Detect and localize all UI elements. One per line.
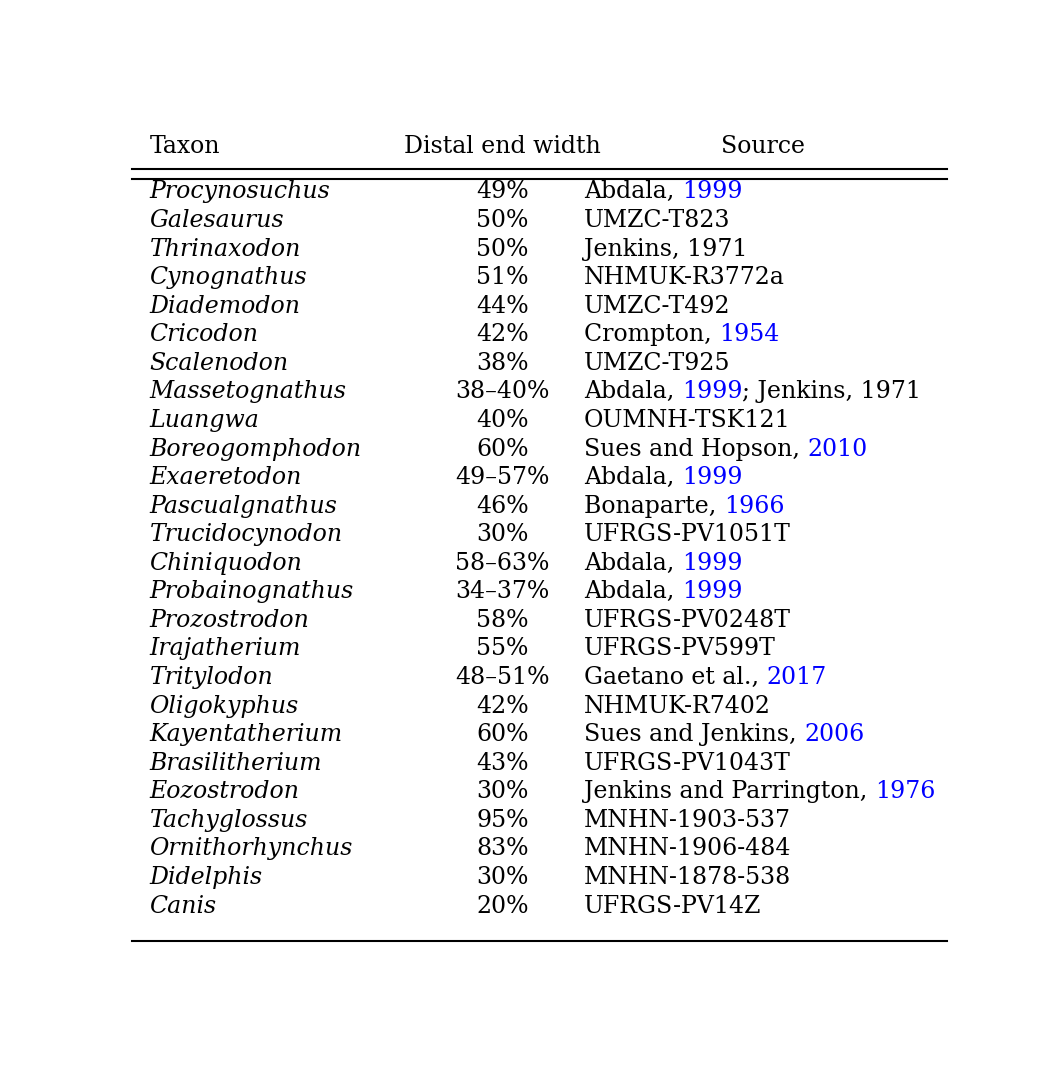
Text: Didelphis: Didelphis bbox=[149, 866, 263, 889]
Text: 1976: 1976 bbox=[875, 780, 935, 804]
Text: 20%: 20% bbox=[477, 894, 529, 918]
Text: Prozostrodon: Prozostrodon bbox=[149, 609, 309, 632]
Text: 30%: 30% bbox=[477, 866, 529, 889]
Text: Brasilitherium: Brasilitherium bbox=[149, 752, 322, 775]
Text: Gaetano et al.,: Gaetano et al., bbox=[584, 666, 767, 689]
Text: MNHN-1878-538: MNHN-1878-538 bbox=[584, 866, 791, 889]
Text: Exaeretodon: Exaeretodon bbox=[149, 466, 302, 489]
Text: Distal end width: Distal end width bbox=[404, 135, 601, 158]
Text: UFRGS-PV1051T: UFRGS-PV1051T bbox=[584, 523, 791, 546]
Text: Canis: Canis bbox=[149, 894, 217, 918]
Text: Bonaparte,: Bonaparte, bbox=[584, 495, 724, 518]
Text: 48–51%: 48–51% bbox=[456, 666, 550, 689]
Text: 30%: 30% bbox=[477, 523, 529, 546]
Text: 38–40%: 38–40% bbox=[456, 381, 549, 403]
Text: 46%: 46% bbox=[477, 495, 529, 518]
Text: UFRGS-PV14Z: UFRGS-PV14Z bbox=[584, 894, 762, 918]
Text: Oligokyphus: Oligokyphus bbox=[149, 695, 299, 717]
Text: 1999: 1999 bbox=[682, 180, 743, 204]
Text: 2017: 2017 bbox=[767, 666, 827, 689]
Text: Scalenodon: Scalenodon bbox=[149, 352, 288, 375]
Text: Pascualgnathus: Pascualgnathus bbox=[149, 495, 338, 518]
Text: UFRGS-PV1043T: UFRGS-PV1043T bbox=[584, 752, 791, 775]
Text: 95%: 95% bbox=[477, 809, 529, 831]
Text: Diademodon: Diademodon bbox=[149, 294, 301, 318]
Text: 58%: 58% bbox=[477, 609, 529, 632]
Text: Galesaurus: Galesaurus bbox=[149, 209, 284, 232]
Text: 1999: 1999 bbox=[682, 466, 743, 489]
Text: 1999: 1999 bbox=[682, 381, 743, 403]
Text: Abdala,: Abdala, bbox=[584, 580, 682, 603]
Text: NHMUK-R3772a: NHMUK-R3772a bbox=[584, 266, 785, 289]
Text: 1999: 1999 bbox=[682, 552, 743, 575]
Text: Kayentatherium: Kayentatherium bbox=[149, 723, 343, 746]
Text: 60%: 60% bbox=[477, 437, 529, 461]
Text: Tachyglossus: Tachyglossus bbox=[149, 809, 308, 831]
Text: MNHN-1903-537: MNHN-1903-537 bbox=[584, 809, 791, 831]
Text: Luangwa: Luangwa bbox=[149, 409, 259, 432]
Text: 43%: 43% bbox=[477, 752, 529, 775]
Text: 44%: 44% bbox=[477, 294, 529, 318]
Text: Tritylodon: Tritylodon bbox=[149, 666, 274, 689]
Text: Probainognathus: Probainognathus bbox=[149, 580, 353, 603]
Text: 2010: 2010 bbox=[808, 437, 868, 461]
Text: Sues and Hopson,: Sues and Hopson, bbox=[584, 437, 808, 461]
Text: Sues and Jenkins,: Sues and Jenkins, bbox=[584, 723, 804, 746]
Text: 50%: 50% bbox=[477, 209, 529, 232]
Text: Thrinaxodon: Thrinaxodon bbox=[149, 238, 301, 260]
Text: UMZC-T492: UMZC-T492 bbox=[584, 294, 731, 318]
Text: UMZC-T925: UMZC-T925 bbox=[584, 352, 730, 375]
Text: Abdala,: Abdala, bbox=[584, 552, 682, 575]
Text: Ornithorhynchus: Ornithorhynchus bbox=[149, 838, 352, 860]
Text: 1954: 1954 bbox=[720, 323, 780, 346]
Text: UFRGS-PV0248T: UFRGS-PV0248T bbox=[584, 609, 791, 632]
Text: 38%: 38% bbox=[477, 352, 529, 375]
Text: Taxon: Taxon bbox=[149, 135, 220, 158]
Text: 1999: 1999 bbox=[682, 580, 743, 603]
Text: Eozostrodon: Eozostrodon bbox=[149, 780, 300, 804]
Text: 58–63%: 58–63% bbox=[456, 552, 549, 575]
Text: ; Jenkins, 1971: ; Jenkins, 1971 bbox=[743, 381, 922, 403]
Text: Massetognathus: Massetognathus bbox=[149, 381, 346, 403]
Text: UFRGS-PV599T: UFRGS-PV599T bbox=[584, 637, 776, 661]
Text: 42%: 42% bbox=[477, 323, 529, 346]
Text: 49%: 49% bbox=[477, 180, 529, 204]
Text: 50%: 50% bbox=[477, 238, 529, 260]
Text: 55%: 55% bbox=[477, 637, 529, 661]
Text: 83%: 83% bbox=[477, 838, 529, 860]
Text: NHMUK-R7402: NHMUK-R7402 bbox=[584, 695, 771, 717]
Text: Abdala,: Abdala, bbox=[584, 180, 682, 204]
Text: Abdala,: Abdala, bbox=[584, 466, 682, 489]
Text: Crompton,: Crompton, bbox=[584, 323, 720, 346]
Text: 49–57%: 49–57% bbox=[456, 466, 549, 489]
Text: Irajatherium: Irajatherium bbox=[149, 637, 301, 661]
Text: 51%: 51% bbox=[477, 266, 529, 289]
Text: Jenkins, 1971: Jenkins, 1971 bbox=[584, 238, 748, 260]
Text: Abdala,: Abdala, bbox=[584, 381, 682, 403]
Text: Boreogomphodon: Boreogomphodon bbox=[149, 437, 362, 461]
Text: 30%: 30% bbox=[477, 780, 529, 804]
Text: 34–37%: 34–37% bbox=[456, 580, 549, 603]
Text: Cricodon: Cricodon bbox=[149, 323, 259, 346]
Text: Source: Source bbox=[722, 135, 806, 158]
Text: Cynognathus: Cynognathus bbox=[149, 266, 307, 289]
Text: 60%: 60% bbox=[477, 723, 529, 746]
Text: Chiniquodon: Chiniquodon bbox=[149, 552, 302, 575]
Text: UMZC-T823: UMZC-T823 bbox=[584, 209, 730, 232]
Text: MNHN-1906-484: MNHN-1906-484 bbox=[584, 838, 791, 860]
Text: 40%: 40% bbox=[477, 409, 529, 432]
Text: 1966: 1966 bbox=[724, 495, 785, 518]
Text: 2006: 2006 bbox=[804, 723, 865, 746]
Text: Procynosuchus: Procynosuchus bbox=[149, 180, 330, 204]
Text: OUMNH-TSK121: OUMNH-TSK121 bbox=[584, 409, 791, 432]
Text: 42%: 42% bbox=[477, 695, 529, 717]
Text: Trucidocynodon: Trucidocynodon bbox=[149, 523, 343, 546]
Text: Jenkins and Parrington,: Jenkins and Parrington, bbox=[584, 780, 875, 804]
